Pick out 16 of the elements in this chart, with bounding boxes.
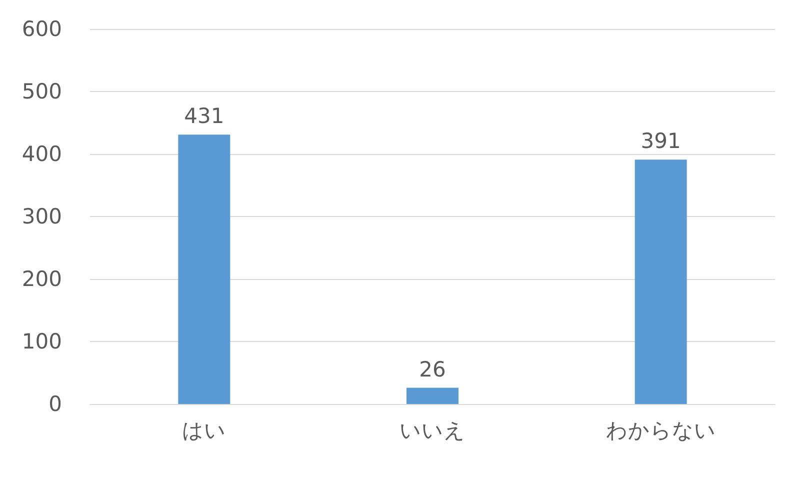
bar (406, 388, 458, 404)
x-tick-label: いいえ (400, 418, 466, 442)
y-tick-label: 500 (22, 80, 62, 104)
y-tick-label: 300 (22, 204, 62, 228)
bar (178, 134, 230, 404)
y-tick-label: 0 (48, 392, 62, 416)
data-label: 391 (640, 129, 681, 154)
x-tick-label: はい (182, 418, 226, 442)
data-label: 26 (419, 357, 446, 382)
y-tick-label: 200 (22, 267, 62, 291)
x-tick-label: わからない (606, 418, 716, 442)
y-tick-label: 100 (22, 330, 62, 354)
y-tick-label: 600 (22, 17, 62, 41)
y-tick-label: 400 (22, 142, 62, 166)
bar (634, 160, 687, 404)
data-label: 431 (184, 104, 224, 128)
